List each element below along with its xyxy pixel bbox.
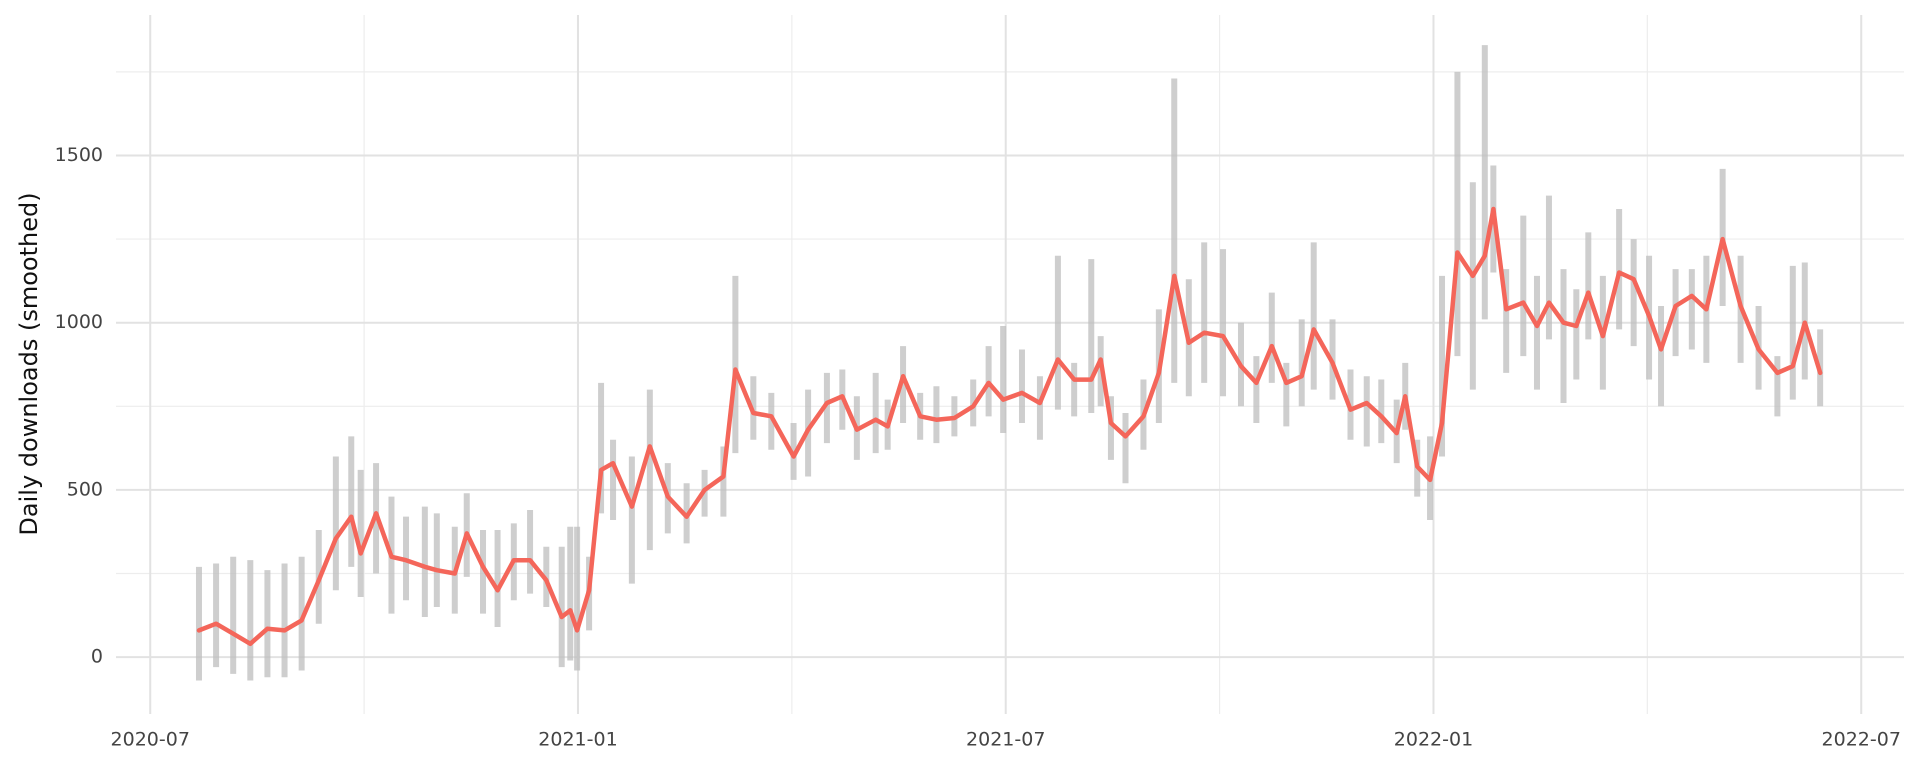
x-tick-label: 2022-07 [1822,729,1901,751]
x-tick-label: 2022-01 [1394,729,1473,751]
y-tick-label: 0 [91,646,103,668]
y-tick-label: 1000 [55,311,103,333]
y-tick-label: 1500 [55,144,103,166]
x-tick-label: 2021-01 [538,729,617,751]
x-tick-label: 2021-07 [966,729,1045,751]
x-tick-label: 2020-07 [111,729,190,751]
smoothed-line [196,206,1823,647]
y-tick-label: 500 [67,478,103,500]
y-axis-label: Daily downloads (smoothed) [15,192,43,535]
